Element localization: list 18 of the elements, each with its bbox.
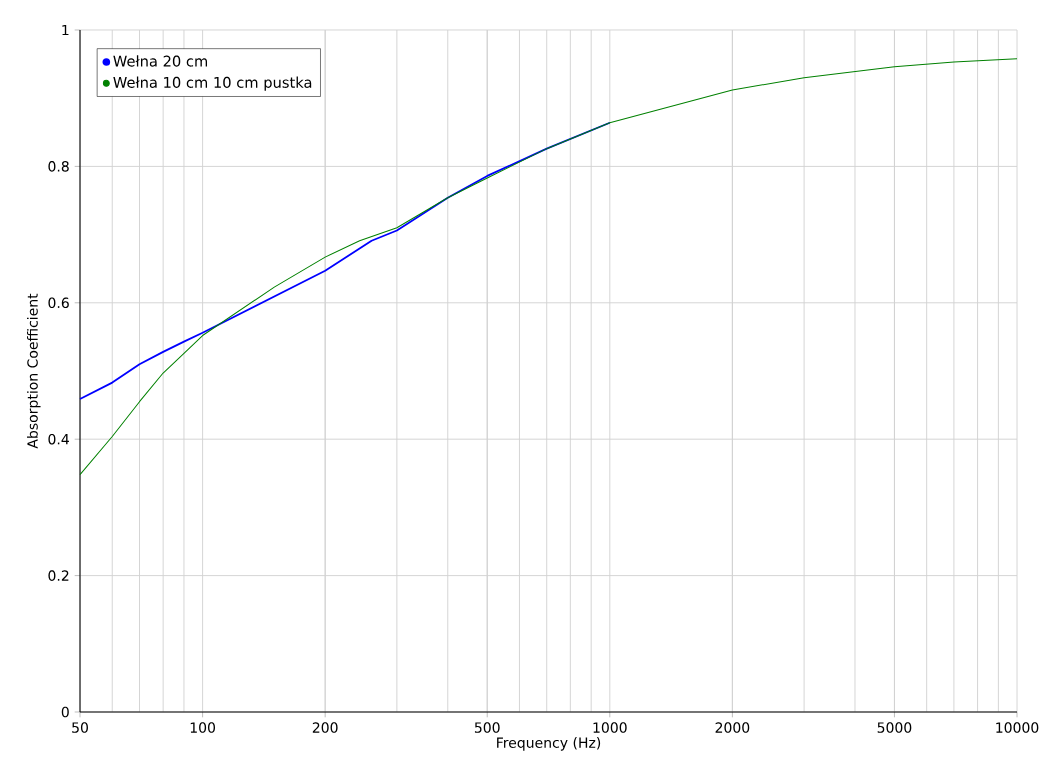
legend-label: Wełna 10 cm 10 cm pustka [113, 76, 312, 91]
y-tick-label: 0.6 [48, 297, 69, 309]
x-tick-label: 1000 [593, 722, 627, 733]
x-tick-label: 500 [474, 722, 500, 733]
x-tick-label: 2000 [715, 722, 750, 733]
y-tick-label: 0.4 [48, 433, 69, 445]
y-tick-label: 0.2 [48, 570, 69, 581]
y-tick-label: 0 [61, 706, 69, 718]
x-tick-label: 50 [72, 722, 88, 733]
y-tick-label: 1 [62, 24, 69, 36]
x-axis-title: Frequency (Hz) [497, 737, 601, 751]
x-tick-label: 100 [190, 722, 216, 733]
x-tick-label: 200 [312, 722, 338, 733]
y-tick-label: 0.8 [48, 161, 69, 172]
x-tick-label: 10000 [996, 722, 1039, 733]
y-axis-title: Absorption Coefficient [27, 293, 41, 449]
x-tick-label: 5000 [877, 722, 912, 733]
legend-label: Wełna 20 cm [113, 55, 208, 67]
